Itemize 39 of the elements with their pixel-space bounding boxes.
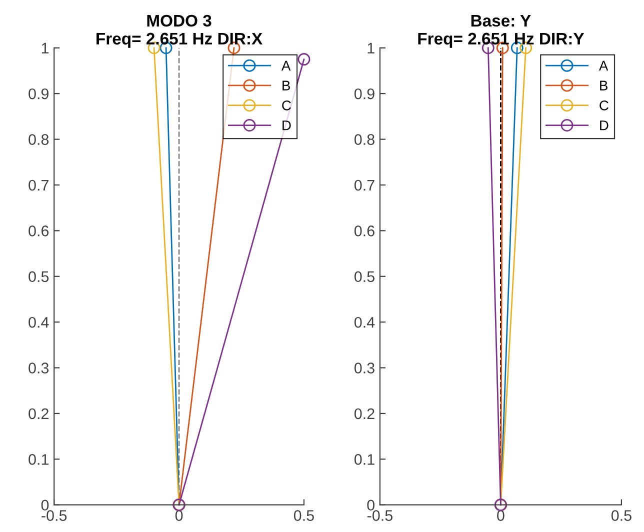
x-tick-label: 0.5 (611, 510, 632, 521)
y-tick-label: 0.9 (354, 88, 374, 100)
y-tick-label: 0.9 (28, 88, 49, 100)
y-tick-label: 0.6 (354, 226, 374, 236)
y-tick-label: 1 (42, 42, 48, 54)
y-tick-label: 0 (41, 500, 49, 511)
x-tick-label: 0.5 (294, 510, 314, 521)
legend-label: B (282, 80, 290, 90)
y-tick-label: 0.3 (354, 362, 374, 374)
legend-label: D (600, 120, 608, 130)
y-tick-label: 1 (368, 42, 374, 54)
point (298, 53, 310, 66)
y-tick-label: 0.2 (28, 408, 48, 420)
y-tick-label: 0 (367, 500, 374, 511)
legend-label: A (281, 60, 291, 70)
legend-label: C (282, 100, 291, 110)
y-tick-label: 0.3 (28, 362, 49, 374)
y-tick-label: 0.8 (354, 134, 374, 145)
x-tick-label: -0.5 (367, 510, 392, 521)
y-tick-label: 0.5 (354, 271, 374, 282)
legend-label: B (600, 80, 608, 90)
y-tick-label: 0.1 (28, 454, 48, 465)
legend-label: D (282, 120, 291, 130)
y-tick-label: 0.5 (28, 271, 49, 282)
chart-subtitle: Freq= 2.651 Hz DIR:Y (418, 32, 584, 48)
chart-title: Base: Y (471, 15, 531, 27)
y-tick-label: 0.7 (354, 180, 374, 191)
chart-subtitle: Freq= 2.651 Hz DIR:X (96, 32, 262, 48)
legend-label: C (600, 100, 608, 110)
chart-title: MODO 3 (147, 14, 212, 27)
y-tick-label: 0.1 (354, 454, 374, 465)
y-tick-label: 0.4 (28, 316, 49, 328)
y-tick-label: 0.8 (28, 134, 49, 145)
legend-label: A (598, 60, 608, 70)
x-tick-label: -0.5 (42, 510, 67, 521)
y-tick-label: 0.6 (28, 226, 49, 236)
y-tick-label: 0.2 (354, 408, 374, 420)
y-tick-label: 0.4 (354, 316, 375, 328)
y-tick-label: 0.7 (28, 180, 48, 191)
